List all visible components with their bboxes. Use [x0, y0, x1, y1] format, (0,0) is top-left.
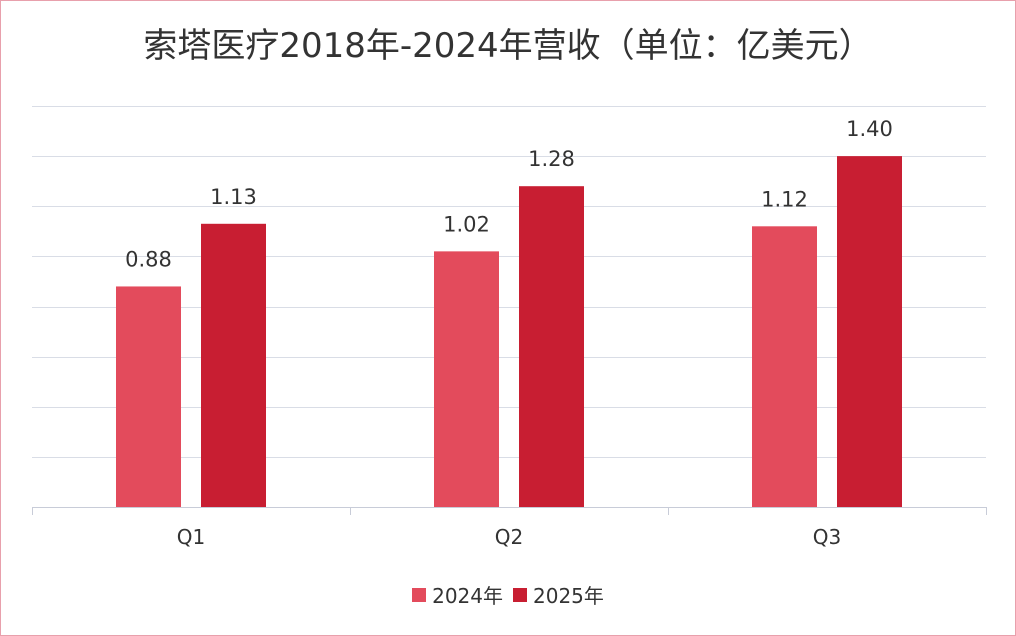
data-label: 1.13: [210, 185, 257, 209]
bar-q3-2024年: [752, 226, 817, 508]
bar-q1-2024年: [116, 286, 181, 507]
legend-swatch-2025: [513, 587, 527, 602]
chart-title: 索塔医疗2018年-2024年营收（单位：亿美元）: [143, 26, 873, 66]
legend-item-2024: 2024年: [412, 580, 503, 609]
legend-item-2025: 2025年: [513, 580, 604, 609]
legend-swatch-2024: [412, 587, 427, 602]
data-label: 1.28: [528, 147, 575, 171]
bar-q2-2025年: [519, 186, 584, 507]
data-label: 0.88: [125, 247, 172, 271]
x-tick-label: Q1: [177, 525, 205, 549]
x-tick-label: Q3: [813, 525, 841, 549]
bar-q2-2024年: [434, 251, 499, 507]
legend-label-2024: 2024年: [432, 584, 503, 608]
legend-label-2025: 2025年: [533, 584, 604, 608]
bar-q3-2025年: [837, 156, 902, 507]
x-tick-label: Q2: [495, 525, 523, 549]
legend: 2024年 2025年: [0, 580, 1016, 609]
data-label: 1.40: [846, 117, 893, 141]
bar-q1-2025年: [201, 223, 266, 507]
data-label: 1.02: [443, 212, 490, 236]
data-label: 1.12: [761, 187, 808, 211]
